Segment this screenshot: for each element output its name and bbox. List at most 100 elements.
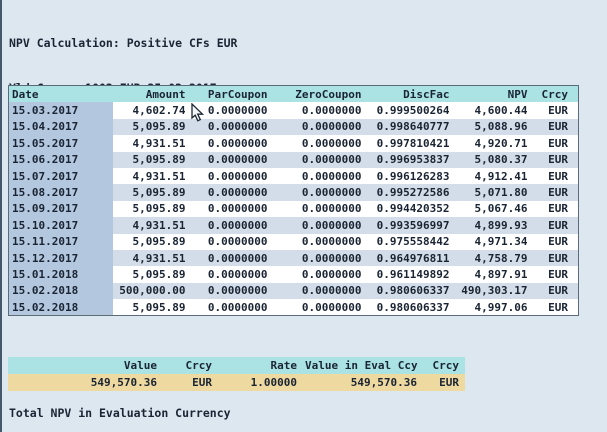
summary-cell-crcy: EUR xyxy=(163,374,218,391)
cell-discfac: 0.993596997 xyxy=(376,218,450,232)
cell-date[interactable]: 15.10.2017 xyxy=(8,217,113,234)
cell-amount: 4,931.51 xyxy=(132,218,186,232)
cell-crcy: EUR xyxy=(548,300,568,314)
cell-amount: 4,931.51 xyxy=(132,251,186,265)
cell-discfac: 0.996126283 xyxy=(376,169,450,183)
cell-amount: 5,095.89 xyxy=(132,153,186,167)
cell-date[interactable]: 15.12.2017 xyxy=(8,249,113,267)
cashflow-row: 15.04.2017 5,095.89 0.0000000 0.0000000 0.99… xyxy=(8,118,579,136)
cell-npv: 5,071.80 xyxy=(474,186,528,200)
cell-amount: 5,095.89 xyxy=(132,120,186,134)
cell-npv: 4,600.44 xyxy=(474,104,528,118)
cell-zerocoupon: 0.0000000 xyxy=(301,153,362,167)
cell-amount: 500,000.00 xyxy=(119,284,186,298)
cell-zerocoupon: 0.0000000 xyxy=(301,218,362,232)
cashflow-row: 15.07.2017 4,931.51 0.0000000 0.0000000 0.99… xyxy=(8,167,579,185)
cell-npv: 4,758.79 xyxy=(474,251,528,265)
cell-zerocoupon: 0.0000000 xyxy=(301,202,362,216)
summary-header-row: Value Crcy Rate Value in Eval Ccy Crcy xyxy=(8,357,465,374)
cashflow-row: 15.02.2018 5,095.89 0.0000000 0.0000000 0.98… xyxy=(8,299,579,316)
cell-npv: 4,971.34 xyxy=(474,235,528,249)
mouse-cursor-icon xyxy=(191,103,205,122)
cell-zerocoupon: 0.0000000 xyxy=(301,300,362,314)
summary-cell-rate: 1.00000 xyxy=(218,374,303,391)
cashflow-row: 15.09.2017 5,095.89 0.0000000 0.0000000 0.99… xyxy=(8,200,579,218)
cell-amount: 5,095.89 xyxy=(132,186,186,200)
summary-cell-value-in-eval-ccy: 549,570.36 xyxy=(303,374,423,391)
cell-amount: 4,931.51 xyxy=(132,169,186,183)
cell-npv: 5,080.37 xyxy=(474,153,528,167)
column-header-crcy[interactable]: Crcy xyxy=(532,85,579,103)
cell-zerocoupon: 0.0000000 xyxy=(301,136,362,150)
cell-amount: 4,931.51 xyxy=(132,136,186,150)
cell-parcoupon: 0.0000000 xyxy=(207,235,268,249)
cell-crcy: EUR xyxy=(548,235,568,249)
cashflow-row: 15.12.2017 4,931.51 0.0000000 0.0000000 0.96… xyxy=(8,249,579,267)
column-header-parcoupon[interactable]: ParCoupon xyxy=(190,85,273,103)
cell-date[interactable]: 15.05.2017 xyxy=(8,135,113,152)
cell-date[interactable]: 15.06.2017 xyxy=(8,151,113,168)
cell-crcy: EUR xyxy=(548,186,568,200)
cell-npv: 490,303.17 xyxy=(461,284,528,298)
cell-zerocoupon: 0.0000000 xyxy=(301,120,362,134)
cell-discfac: 0.999500264 xyxy=(376,104,450,118)
summary-header-value: Value xyxy=(8,357,163,374)
cell-date[interactable]: 15.07.2017 xyxy=(8,167,113,185)
cell-crcy: EUR xyxy=(548,136,568,150)
cell-date[interactable]: 15.01.2018 xyxy=(8,266,113,283)
cashflow-row: 15.05.2017 4,931.51 0.0000000 0.0000000 0.99… xyxy=(8,135,579,152)
cell-discfac: 0.998640777 xyxy=(376,120,450,134)
cashflow-row: 15.03.2017 4,602.74 0.0000000 0.0000000 0.99… xyxy=(8,102,579,119)
cell-parcoupon: 0.0000000 xyxy=(207,120,268,134)
cell-zerocoupon: 0.0000000 xyxy=(301,284,362,298)
cell-npv: 4,897.91 xyxy=(474,267,528,281)
cashflow-table-body: 15.03.2017 4,602.74 0.0000000 0.0000000 0.99… xyxy=(8,102,579,316)
cell-date[interactable]: 15.02.2018 xyxy=(8,282,113,300)
cell-zerocoupon: 0.0000000 xyxy=(301,104,362,118)
total-npv-label: Total NPV in Evaluation Currency xyxy=(9,406,231,420)
cell-crcy: EUR xyxy=(548,104,568,118)
summary-cell-value: 549,570.36 xyxy=(8,374,163,391)
cell-parcoupon: 0.0000000 xyxy=(207,202,268,216)
cell-date[interactable]: 15.11.2017 xyxy=(8,233,113,250)
cell-date[interactable]: 15.04.2017 xyxy=(8,118,113,136)
cell-npv: 4,912.41 xyxy=(474,169,528,183)
cashflow-row: 15.01.2018 5,095.89 0.0000000 0.0000000 0.96… xyxy=(8,266,579,283)
cashflow-row: 15.08.2017 5,095.89 0.0000000 0.0000000 0.99… xyxy=(8,184,579,201)
column-header-zerocoupon[interactable]: ZeroCoupon xyxy=(272,85,367,103)
cell-parcoupon: 0.0000000 xyxy=(207,153,268,167)
cell-discfac: 0.975558442 xyxy=(376,235,450,249)
column-header-date[interactable]: Date xyxy=(8,85,113,103)
cell-amount: 5,095.89 xyxy=(132,300,186,314)
cell-crcy: EUR xyxy=(548,202,568,216)
cell-date[interactable]: 15.02.2018 xyxy=(8,299,113,316)
cell-amount: 5,095.89 xyxy=(132,235,186,249)
cell-crcy: EUR xyxy=(548,153,568,167)
summary-table: Value Crcy Rate Value in Eval Ccy Crcy 549,5… xyxy=(8,357,465,391)
column-header-discfac[interactable]: DiscFac xyxy=(366,85,455,103)
column-header-npv[interactable]: NPV xyxy=(454,85,533,103)
cell-crcy: EUR xyxy=(548,284,568,298)
cell-parcoupon: 0.0000000 xyxy=(207,251,268,265)
cell-discfac: 0.980606337 xyxy=(376,300,450,314)
cashflow-row: 15.11.2017 5,095.89 0.0000000 0.0000000 0.97… xyxy=(8,233,579,250)
cell-amount: 5,095.89 xyxy=(132,202,186,216)
cashflow-row: 15.10.2017 4,931.51 0.0000000 0.0000000 0.99… xyxy=(8,217,579,234)
column-header-amount[interactable]: Amount xyxy=(112,85,191,103)
summary-header-value-in-eval-ccy: Value in Eval Ccy xyxy=(303,357,423,374)
cell-discfac: 0.961149892 xyxy=(376,267,450,281)
cell-crcy: EUR xyxy=(548,169,568,183)
cell-date[interactable]: 15.08.2017 xyxy=(8,184,113,201)
cell-discfac: 0.997810421 xyxy=(376,136,450,150)
cashflow-table: Date Amount ParCoupon ZeroCoupon DiscFac NPV C… xyxy=(8,85,579,317)
cell-zerocoupon: 0.0000000 xyxy=(301,235,362,249)
cell-date[interactable]: 15.03.2017 xyxy=(8,102,113,119)
cell-date[interactable]: 15.09.2017 xyxy=(8,200,113,218)
cell-zerocoupon: 0.0000000 xyxy=(301,169,362,183)
cashflow-row: 15.06.2017 5,095.89 0.0000000 0.0000000 0.99… xyxy=(8,151,579,168)
summary-header-rate: Rate xyxy=(218,357,303,374)
cell-discfac: 0.980606337 xyxy=(376,284,450,298)
cashflow-row: 15.02.2018 500,000.00 0.0000000 0.0000000 0.… xyxy=(8,282,579,300)
cell-zerocoupon: 0.0000000 xyxy=(301,251,362,265)
cell-npv: 4,997.06 xyxy=(474,300,528,314)
